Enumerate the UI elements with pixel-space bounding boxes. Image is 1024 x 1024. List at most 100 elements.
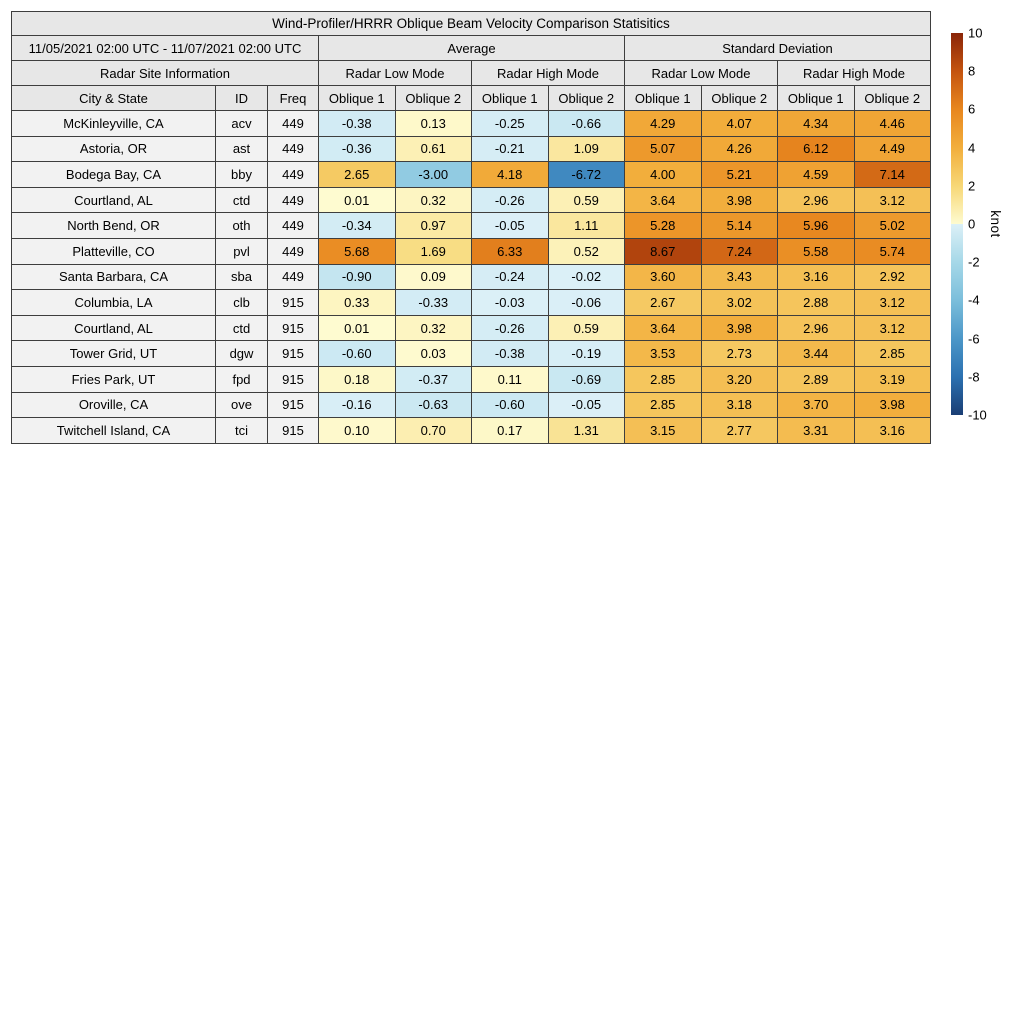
value-cell: 1.11	[547, 212, 625, 239]
value-cell: 6.33	[471, 237, 549, 265]
value-cell: 1.09	[547, 135, 625, 163]
colorbar-tick-label: -2	[968, 254, 980, 270]
freq-cell: 915	[267, 391, 319, 419]
value-cell: 4.59	[777, 161, 855, 188]
value-cell: 5.28	[624, 212, 702, 239]
value-cell: -0.90	[318, 263, 396, 291]
value-cell: 0.01	[318, 186, 396, 214]
value-cell: 3.60	[624, 263, 702, 291]
value-cell: 3.43	[700, 263, 778, 291]
oblique-header: Oblique 2	[547, 85, 625, 111]
value-cell: 0.61	[394, 135, 472, 163]
value-cell: -3.00	[394, 161, 472, 188]
value-cell: 3.16	[777, 263, 855, 291]
value-cell: -0.66	[547, 110, 625, 137]
value-cell: 5.02	[853, 212, 931, 239]
value-cell: 5.74	[853, 237, 931, 265]
value-cell: 0.01	[318, 314, 396, 342]
id-cell: sba	[215, 263, 268, 291]
value-cell: 2.96	[777, 186, 855, 214]
value-cell: -6.72	[547, 161, 625, 188]
value-cell: 2.88	[777, 289, 855, 316]
value-cell: -0.02	[547, 263, 625, 291]
value-cell: 3.98	[700, 186, 778, 214]
site-row: Courtland, AL ctd 915 0.01 0.32 -0.26 0.59 3.64…	[11, 314, 931, 342]
value-cell: 3.98	[853, 391, 931, 419]
value-cell: 3.16	[853, 417, 931, 444]
col-header-city: City & State	[11, 85, 216, 111]
value-cell: -0.37	[394, 365, 472, 393]
col-header-id: ID	[215, 85, 268, 111]
value-cell: 3.15	[624, 417, 702, 444]
value-cell: 0.33	[318, 289, 396, 316]
value-cell: -0.05	[547, 391, 625, 419]
site-row: North Bend, OR oth 449 -0.34 0.97 -0.05 1.11 5.…	[11, 212, 931, 239]
value-cell: 4.46	[853, 110, 931, 137]
stats-table: Wind-Profiler/HRRR Oblique Beam Velocity…	[11, 11, 931, 444]
freq-cell: 449	[267, 263, 319, 291]
value-cell: 3.20	[700, 365, 778, 393]
date-range: 11/05/2021 02:00 UTC - 11/07/2021 02:00 …	[11, 35, 319, 61]
city-cell: Courtland, AL	[11, 186, 216, 214]
value-cell: 4.34	[777, 110, 855, 137]
site-row: Astoria, OR ast 449 -0.36 0.61 -0.21 1.09 5.07 4…	[11, 135, 931, 163]
freq-cell: 915	[267, 417, 319, 444]
mode-header: Radar High Mode	[471, 60, 625, 86]
id-cell: ast	[215, 135, 268, 163]
value-cell: 2.77	[700, 417, 778, 444]
value-cell: 3.31	[777, 417, 855, 444]
value-cell: 0.52	[547, 237, 625, 265]
value-cell: 3.02	[700, 289, 778, 316]
value-cell: 0.18	[318, 365, 396, 393]
value-cell: 5.14	[700, 212, 778, 239]
value-cell: -0.19	[547, 340, 625, 367]
value-cell: -0.63	[394, 391, 472, 419]
colorbar-tick-label: -6	[968, 331, 980, 347]
value-cell: 5.58	[777, 237, 855, 265]
value-cell: 2.85	[624, 365, 702, 393]
value-cell: 0.97	[394, 212, 472, 239]
value-cell: 3.19	[853, 365, 931, 393]
freq-cell: 915	[267, 289, 319, 316]
city-cell: Bodega Bay, CA	[11, 161, 216, 188]
oblique-header: Oblique 2	[394, 85, 472, 111]
value-cell: 2.85	[624, 391, 702, 419]
city-cell: North Bend, OR	[11, 212, 216, 239]
value-cell: 2.65	[318, 161, 396, 188]
value-cell: -0.60	[318, 340, 396, 367]
colorbar-axis-label: knot	[988, 210, 1003, 238]
chart-title: Wind-Profiler/HRRR Oblique Beam Velocity…	[11, 11, 931, 36]
site-row: Twitchell Island, CA tci 915 0.10 0.70 0.17 1.…	[11, 417, 931, 444]
value-cell: 0.09	[394, 263, 472, 291]
colorbar-tick-label: 2	[968, 178, 976, 194]
city-cell: Columbia, LA	[11, 289, 216, 316]
id-cell: ove	[215, 391, 268, 419]
oblique-header: Oblique 1	[624, 85, 702, 111]
value-cell: 0.32	[394, 314, 472, 342]
id-cell: acv	[215, 110, 268, 137]
city-cell: Twitchell Island, CA	[11, 417, 216, 444]
id-cell: clb	[215, 289, 268, 316]
group-header-std-dev: Standard Deviation	[624, 35, 931, 61]
site-row: Platteville, CO pvl 449 5.68 1.69 6.33 0.52 8.6…	[11, 237, 931, 265]
colorbar-tick-label: 0	[968, 216, 976, 232]
value-cell: 3.64	[624, 186, 702, 214]
site-row: Santa Barbara, CA sba 449 -0.90 0.09 -0.24 -0.…	[11, 263, 931, 291]
site-row: Fries Park, UT fpd 915 0.18 -0.37 0.11 -0.69 2.…	[11, 365, 931, 393]
value-cell: 0.32	[394, 186, 472, 214]
mode-header: Radar High Mode	[777, 60, 931, 86]
value-cell: 4.26	[700, 135, 778, 163]
value-cell: -0.60	[471, 391, 549, 419]
colorbar-gradient	[951, 33, 963, 415]
value-cell: -0.16	[318, 391, 396, 419]
freq-cell: 449	[267, 135, 319, 163]
value-cell: -0.21	[471, 135, 549, 163]
freq-cell: 449	[267, 237, 319, 265]
value-cell: -0.26	[471, 186, 549, 214]
mode-header: Radar Low Mode	[624, 60, 778, 86]
colorbar-tick-label: 4	[968, 140, 976, 156]
value-cell: 5.68	[318, 237, 396, 265]
value-cell: 0.17	[471, 417, 549, 444]
